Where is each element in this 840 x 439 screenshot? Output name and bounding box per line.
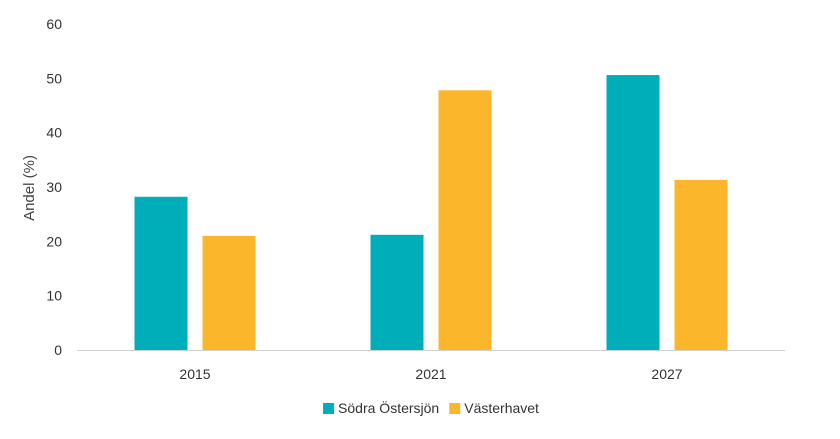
legend-swatch — [449, 403, 461, 414]
legend-label: Södra Östersjön — [338, 399, 439, 416]
bar-s-dra-stersj-n-2027 — [606, 75, 660, 350]
y-axis-ticks: 0 10 20 30 40 50 60 — [46, 16, 62, 358]
bars — [134, 75, 728, 350]
x-tick-label: 2021 — [415, 366, 446, 382]
y-tick-label: 60 — [46, 16, 62, 32]
y-axis-title: Andel (%) — [21, 155, 38, 221]
x-tick-label: 2027 — [651, 366, 682, 382]
bar-v-sterhavet-2027 — [674, 179, 728, 350]
bar-v-sterhavet-2015 — [202, 235, 256, 350]
legend-swatch — [323, 403, 335, 414]
bar-s-dra-stersj-n-2015 — [134, 196, 188, 350]
legend-item: Västerhavet — [449, 400, 539, 416]
y-tick-label: 10 — [46, 288, 62, 304]
x-axis-ticks: 2015 2021 2027 — [179, 366, 682, 382]
legend: Södra Östersjön Västerhavet — [323, 399, 539, 416]
bar-s-dra-stersj-n-2021 — [370, 234, 424, 350]
y-tick-label: 0 — [54, 342, 62, 358]
y-tick-label: 50 — [46, 70, 62, 86]
y-tick-label: 40 — [46, 125, 62, 141]
legend-item: Södra Östersjön — [323, 399, 439, 416]
bar-v-sterhavet-2021 — [438, 90, 492, 350]
legend-label: Västerhavet — [464, 400, 539, 416]
x-tick-label: 2015 — [179, 366, 210, 382]
y-tick-label: 30 — [46, 179, 62, 195]
y-tick-label: 20 — [46, 233, 62, 249]
